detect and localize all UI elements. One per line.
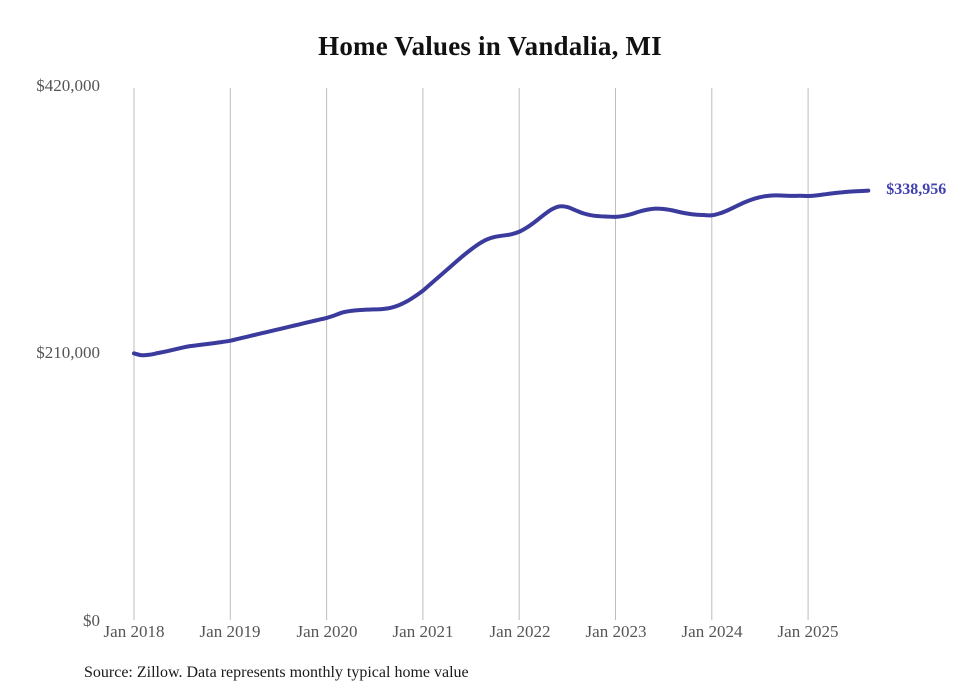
x-tick-label-jan-2024: Jan 2024: [681, 622, 743, 641]
x-tick-label-jan-2018: Jan 2018: [103, 622, 165, 641]
y-tick-label-0: $0: [83, 611, 100, 630]
x-tick-label-jan-2025: Jan 2025: [777, 622, 839, 641]
x-tick-label-jan-2022: Jan 2022: [489, 622, 551, 641]
gridlines: [133, 88, 809, 620]
x-tick-label-jan-2020: Jan 2020: [296, 622, 358, 641]
x-tick-label-jan-2021: Jan 2021: [392, 622, 454, 641]
chart-title: Home Values in Vandalia, MI: [318, 31, 662, 61]
x-tick-label-jan-2023: Jan 2023: [585, 622, 647, 641]
y-tick-label-210000: $210,000: [36, 343, 100, 362]
series-line-home-value: [132, 188, 871, 358]
end-value-label: $338,956: [886, 180, 947, 198]
source-note: Source: Zillow. Data represents monthly …: [84, 664, 469, 681]
y-tick-label-420000: $420,000: [36, 76, 100, 95]
x-tick-label-jan-2019: Jan 2019: [199, 622, 261, 641]
